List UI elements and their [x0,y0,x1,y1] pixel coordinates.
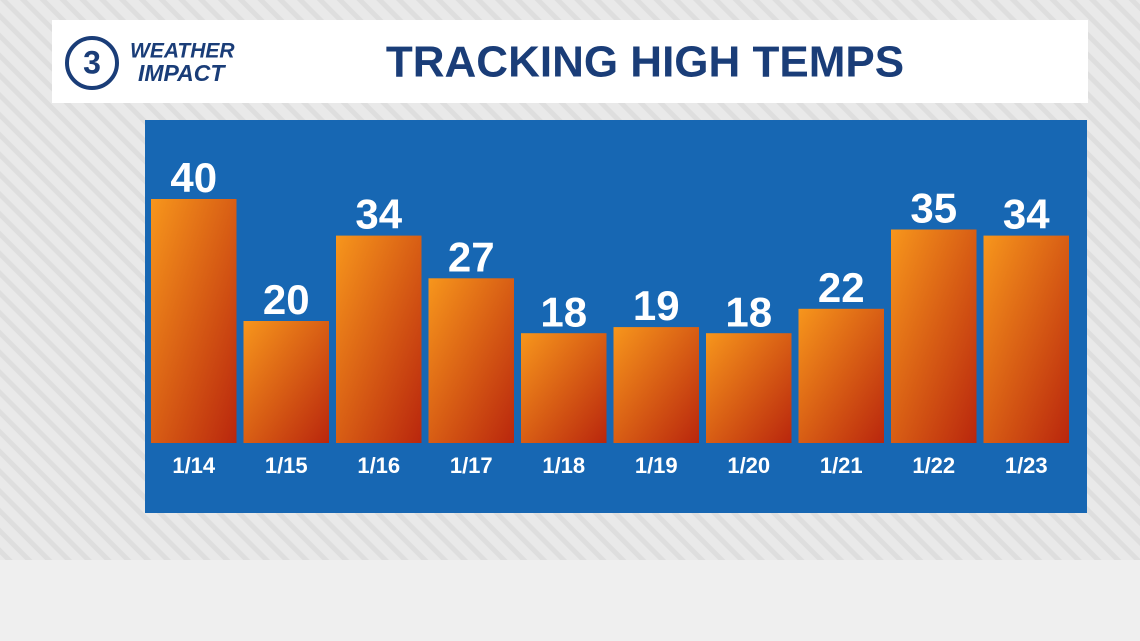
bar [243,321,329,443]
bar [891,229,977,443]
value-label: 18 [540,288,587,335]
x-tick-label: 1/15 [265,453,308,478]
value-label: 19 [633,282,680,329]
value-label: 18 [725,288,772,335]
chart-title: TRACKING HIGH TEMPS [386,38,904,87]
header-bar [52,20,1088,103]
bar [983,235,1069,443]
bar [521,333,607,443]
x-tick-label: 1/18 [542,453,585,478]
x-tick-label: 1/23 [1005,453,1048,478]
value-label: 35 [910,185,957,232]
background-band [0,560,1140,641]
x-tick-label: 1/17 [450,453,493,478]
x-tick-label: 1/16 [357,453,400,478]
logo: 3 WEATHER IMPACT [65,36,235,90]
bar [706,333,792,443]
logo-line1: WEATHER [130,40,235,63]
bar [428,278,514,443]
bar [336,235,422,443]
logo-line2: IMPACT [138,60,226,86]
x-tick-label: 1/19 [635,453,678,478]
bar [798,308,884,443]
logo-number: 3 [83,44,101,80]
x-tick-label: 1/21 [820,453,863,478]
value-label: 20 [263,276,310,323]
logo-ring [65,36,119,90]
value-label: 34 [355,191,402,238]
x-tick-label: 1/20 [727,453,770,478]
value-label: 27 [448,233,495,280]
value-label: 40 [170,154,217,201]
bar [151,199,237,443]
x-tick-label: 1/22 [912,453,955,478]
value-label: 22 [818,264,865,311]
bar [613,327,699,443]
value-label: 34 [1003,191,1050,238]
x-tick-label: 1/14 [172,453,216,478]
